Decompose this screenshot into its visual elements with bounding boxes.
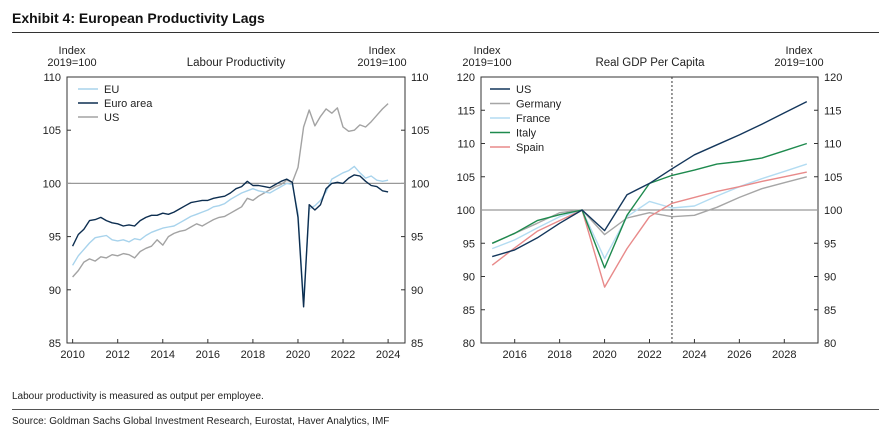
y-tick-label-right-110: 110 [824,139,842,151]
series-line-france [491,163,808,260]
series-line-us [72,103,389,278]
legend-label-germany: Germany [516,99,562,111]
y-tick-label-left-110: 110 [457,139,475,151]
legend-label-eu: EU [104,84,119,96]
y-tick-label-left-105: 105 [43,125,61,137]
x-tick-label-2018: 2018 [547,349,571,361]
real-gdp-per-capita-chart: Index 2019=100 Index 2019=100 Real GDP P… [457,45,843,361]
series-line-euro-area [71,174,389,308]
x-tick-label-2012: 2012 [105,349,129,361]
x-tick-label-2014: 2014 [151,349,175,361]
legend-label-italy: Italy [516,128,537,140]
chart-title: Real GDP Per Capita [595,57,705,69]
y-tick-label-right-105: 105 [411,125,429,137]
legend-label-france: France [516,113,550,125]
series-line-germany [491,176,807,244]
plot-frame [66,76,406,344]
y-tick-label-right-100: 100 [411,178,429,190]
y-tick-label-right-95: 95 [411,232,423,244]
y-tick-label-right-85: 85 [411,338,423,350]
source-divider [12,409,879,410]
left-axis-label-line2: 2019=100 [462,57,511,69]
legend-label-us: US [516,84,531,96]
y-tick-label-right-80: 80 [824,338,836,350]
x-tick-label-2022: 2022 [331,349,355,361]
left-axis-label-line2: 2019=100 [47,57,96,69]
x-tick-label-2028: 2028 [772,349,796,361]
x-tick-label-2026: 2026 [727,349,751,361]
title-divider [12,32,879,33]
x-tick-label-2010: 2010 [60,349,84,361]
series-line-eu [71,165,389,303]
y-tick-label-left-95: 95 [49,232,61,244]
right-axis-label-line1: Index [786,45,813,57]
y-tick-label-left-95: 95 [463,238,475,250]
y-tick-label-right-120: 120 [824,72,842,84]
y-tick-label-left-115: 115 [457,105,475,117]
series-line-spain [491,171,807,288]
y-tick-label-right-95: 95 [824,238,836,250]
labour-productivity-chart: Index 2019=100 Index 2019=100 Labour Pro… [43,45,430,361]
left-axis-label-line1: Index [474,45,501,57]
exhibit-title: Exhibit 4: European Productivity Lags [12,10,265,26]
right-axis-label-line2: 2019=100 [357,57,406,69]
source-line: Source: Goldman Sachs Global Investment … [12,416,390,427]
legend-label-spain: Spain [516,142,544,154]
y-tick-label-left-85: 85 [463,305,475,317]
y-tick-label-right-100: 100 [824,205,842,217]
y-tick-label-left-105: 105 [457,172,475,184]
y-tick-label-right-85: 85 [824,305,836,317]
series-line-italy [491,142,808,269]
legend-label-euro-area: Euro area [104,98,153,110]
y-tick-label-right-110: 110 [411,72,429,84]
y-tick-label-left-85: 85 [49,338,61,350]
x-tick-label-2016: 2016 [196,349,220,361]
right-axis-label-line1: Index [369,45,396,57]
y-tick-label-left-90: 90 [463,272,475,284]
x-tick-label-2020: 2020 [592,349,616,361]
y-tick-label-right-90: 90 [411,285,423,297]
y-tick-label-left-110: 110 [43,72,61,84]
y-tick-label-right-105: 105 [824,172,842,184]
y-tick-label-right-115: 115 [824,105,842,117]
left-axis-label-line1: Index [59,45,86,57]
right-axis-label-line2: 2019=100 [774,57,823,69]
x-tick-label-2020: 2020 [286,349,310,361]
chart-title: Labour Productivity [187,57,286,69]
legend-label-us: US [104,112,119,124]
x-tick-label-2024: 2024 [682,349,706,361]
x-tick-label-2022: 2022 [637,349,661,361]
series-line-us [492,100,808,258]
y-tick-label-left-80: 80 [463,338,475,350]
y-tick-label-left-90: 90 [49,285,61,297]
footnote: Labour productivity is measured as outpu… [12,391,264,402]
y-tick-label-left-100: 100 [43,178,61,190]
y-tick-label-left-100: 100 [457,205,475,217]
x-tick-label-2018: 2018 [241,349,265,361]
x-tick-label-2016: 2016 [502,349,526,361]
y-tick-label-left-120: 120 [457,72,475,84]
x-tick-label-2024: 2024 [376,349,400,361]
y-tick-label-right-90: 90 [824,272,836,284]
